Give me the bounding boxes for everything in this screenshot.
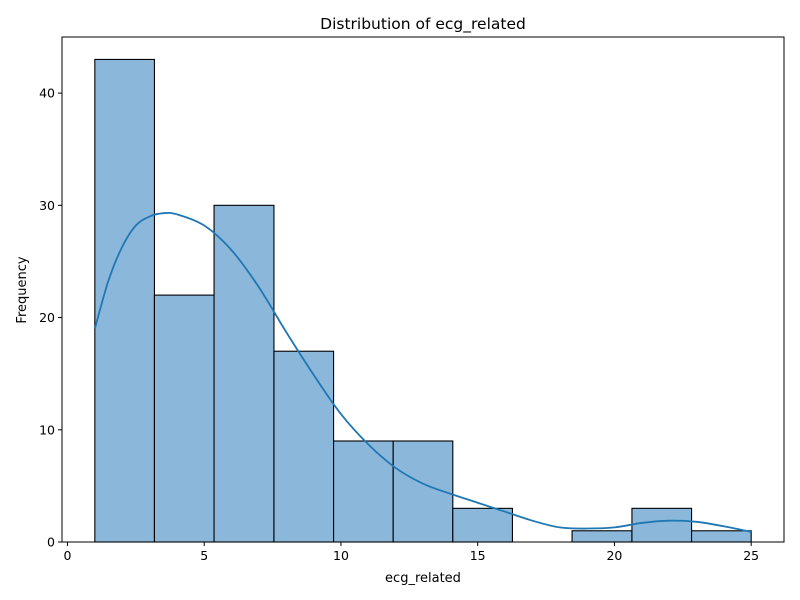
x-tick-label-3: 15	[470, 548, 486, 563]
histogram-bar-6	[452, 507, 513, 543]
kde-curve	[93, 211, 752, 533]
histogram-bar-0	[94, 58, 155, 543]
x-tick-label-2: 10	[333, 548, 349, 563]
histogram-bar-4	[333, 440, 394, 543]
histogram-bar-3	[273, 350, 335, 543]
y-axis-label: Frequency	[15, 256, 30, 323]
x-tick-label-4: 20	[606, 548, 622, 563]
y-tick-label-4: 40	[39, 86, 55, 101]
y-tick-label-2: 20	[39, 310, 55, 325]
x-axis-label: ecg_related	[385, 571, 461, 586]
chart-title: Distribution of ecg_related	[320, 15, 526, 34]
histogram-bar-10	[691, 530, 752, 543]
x-tick-label-1: 5	[200, 548, 208, 563]
x-tick-label-5: 25	[743, 548, 759, 563]
y-tick-label-3: 30	[39, 198, 55, 213]
x-tick-label-0: 0	[63, 548, 71, 563]
histogram-bar-2	[213, 204, 275, 543]
histogram-bar-8	[571, 530, 633, 543]
plot-area: 0 5 10 15 20 25 0 10 20 30 40	[39, 36, 785, 563]
axes-frame	[61, 36, 785, 543]
y-tick-label-1: 10	[39, 422, 55, 437]
y-tick-label-0: 0	[47, 535, 55, 550]
histogram-bar-9	[631, 507, 693, 543]
histogram-bar-1	[153, 294, 215, 543]
